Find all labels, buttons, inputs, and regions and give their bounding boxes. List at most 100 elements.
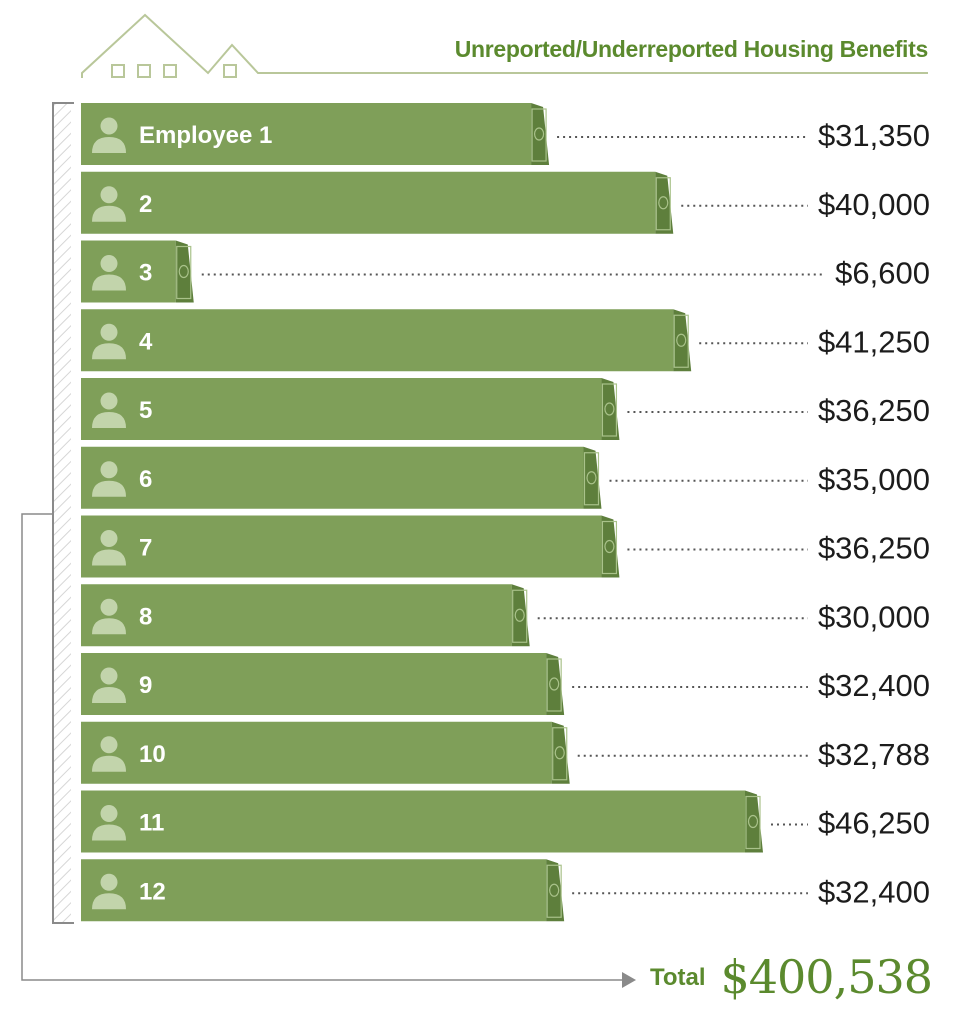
person-body <box>92 274 126 291</box>
value-label: $35,000 <box>818 462 930 497</box>
person-icon <box>92 736 126 772</box>
value-label: $32,400 <box>818 874 930 909</box>
value-label: $32,400 <box>818 668 930 703</box>
bar-row: Employee 1 $31,350 <box>81 103 930 165</box>
person-head <box>100 392 118 410</box>
bar-row: 9 $32,400 <box>81 653 930 715</box>
bar-row: 6 $35,000 <box>81 446 930 509</box>
person-head <box>100 873 118 891</box>
bar <box>81 171 656 234</box>
bar <box>81 584 512 647</box>
value-label: $40,000 <box>818 187 930 222</box>
value-label: $41,250 <box>818 324 930 359</box>
money-stack-icon <box>175 240 194 303</box>
bar-label: Employee 1 <box>139 122 272 149</box>
bar-row: 3 $6,600 <box>81 240 930 303</box>
person-head <box>100 323 118 341</box>
money-bill <box>601 383 618 437</box>
chart-title: Unreported/Underreported Housing Benefit… <box>454 36 929 62</box>
bar-label: 12 <box>139 878 166 905</box>
bar-row: 12 $32,400 <box>81 859 930 922</box>
bar-row: 11 $46,250 <box>81 790 930 853</box>
person-body <box>92 480 126 497</box>
value-label: $46,250 <box>818 806 930 841</box>
bar-label: 5 <box>139 397 152 424</box>
person-head <box>100 667 118 685</box>
money-stack-side <box>546 653 565 715</box>
value-label: $31,350 <box>818 118 930 153</box>
person-head <box>100 461 118 479</box>
money-bill <box>655 177 671 231</box>
money-stack-side <box>583 446 602 509</box>
money-seal <box>514 608 525 622</box>
money-bill <box>546 864 562 918</box>
person-icon <box>92 530 126 566</box>
bar <box>81 378 602 440</box>
money-seal <box>676 333 687 347</box>
person-icon <box>92 255 126 291</box>
house-outline-icon <box>81 13 928 78</box>
person-body <box>92 137 126 153</box>
money-stack-icon <box>673 309 692 372</box>
money-stack-icon <box>601 378 620 440</box>
arrow-right-icon <box>622 972 636 988</box>
money-bill <box>176 245 192 300</box>
person-icon <box>92 461 126 497</box>
money-seal <box>604 539 615 554</box>
bar <box>81 446 584 509</box>
bar-label: 6 <box>139 466 152 493</box>
person-body <box>92 412 126 428</box>
money-seal <box>549 883 560 897</box>
person-body <box>92 687 126 703</box>
person-body <box>92 343 126 360</box>
person-icon <box>92 117 126 153</box>
bracket-hatching <box>53 103 71 923</box>
money-stack-side <box>531 103 550 165</box>
money-seal <box>604 402 615 416</box>
money-stack-icon <box>511 584 530 647</box>
total-connector <box>21 513 630 981</box>
total-label: Total <box>650 964 706 991</box>
money-stack-icon <box>601 515 620 578</box>
bar <box>81 240 176 303</box>
money-bill <box>531 108 547 162</box>
bar <box>81 653 547 715</box>
person-icon <box>92 873 126 910</box>
value-label: $6,600 <box>835 256 930 291</box>
bar-label: 7 <box>139 535 152 562</box>
money-seal <box>549 677 560 691</box>
money-seal <box>586 471 597 485</box>
money-stack-side <box>551 721 570 784</box>
person-head <box>100 255 118 272</box>
person-icon <box>92 186 126 222</box>
bar <box>81 103 532 165</box>
money-bill <box>745 795 761 850</box>
person-head <box>100 736 118 754</box>
person-icon <box>92 323 126 360</box>
money-stack-side <box>655 171 674 234</box>
person-icon <box>92 667 126 703</box>
person-icon <box>92 805 126 841</box>
bar-row: 8 $30,000 <box>81 584 930 647</box>
money-bill <box>546 658 562 712</box>
money-bill <box>583 452 600 506</box>
bar-label: 2 <box>139 191 152 218</box>
money-seal <box>747 814 759 829</box>
bar-label: 10 <box>139 741 166 768</box>
bar-row: 2 $40,000 <box>81 171 930 234</box>
bar <box>81 790 745 853</box>
money-stack-side <box>601 515 620 578</box>
value-label: $32,788 <box>818 737 930 772</box>
money-stack-icon <box>546 653 565 715</box>
person-body <box>92 893 126 910</box>
money-stack-side <box>511 584 530 647</box>
person-head <box>100 805 118 822</box>
value-label: $30,000 <box>818 599 930 634</box>
money-bill <box>552 727 568 781</box>
bar-label: 9 <box>139 672 152 699</box>
money-seal <box>658 196 669 210</box>
bar-row: 7 $36,250 <box>81 515 930 578</box>
money-bill <box>601 520 618 575</box>
